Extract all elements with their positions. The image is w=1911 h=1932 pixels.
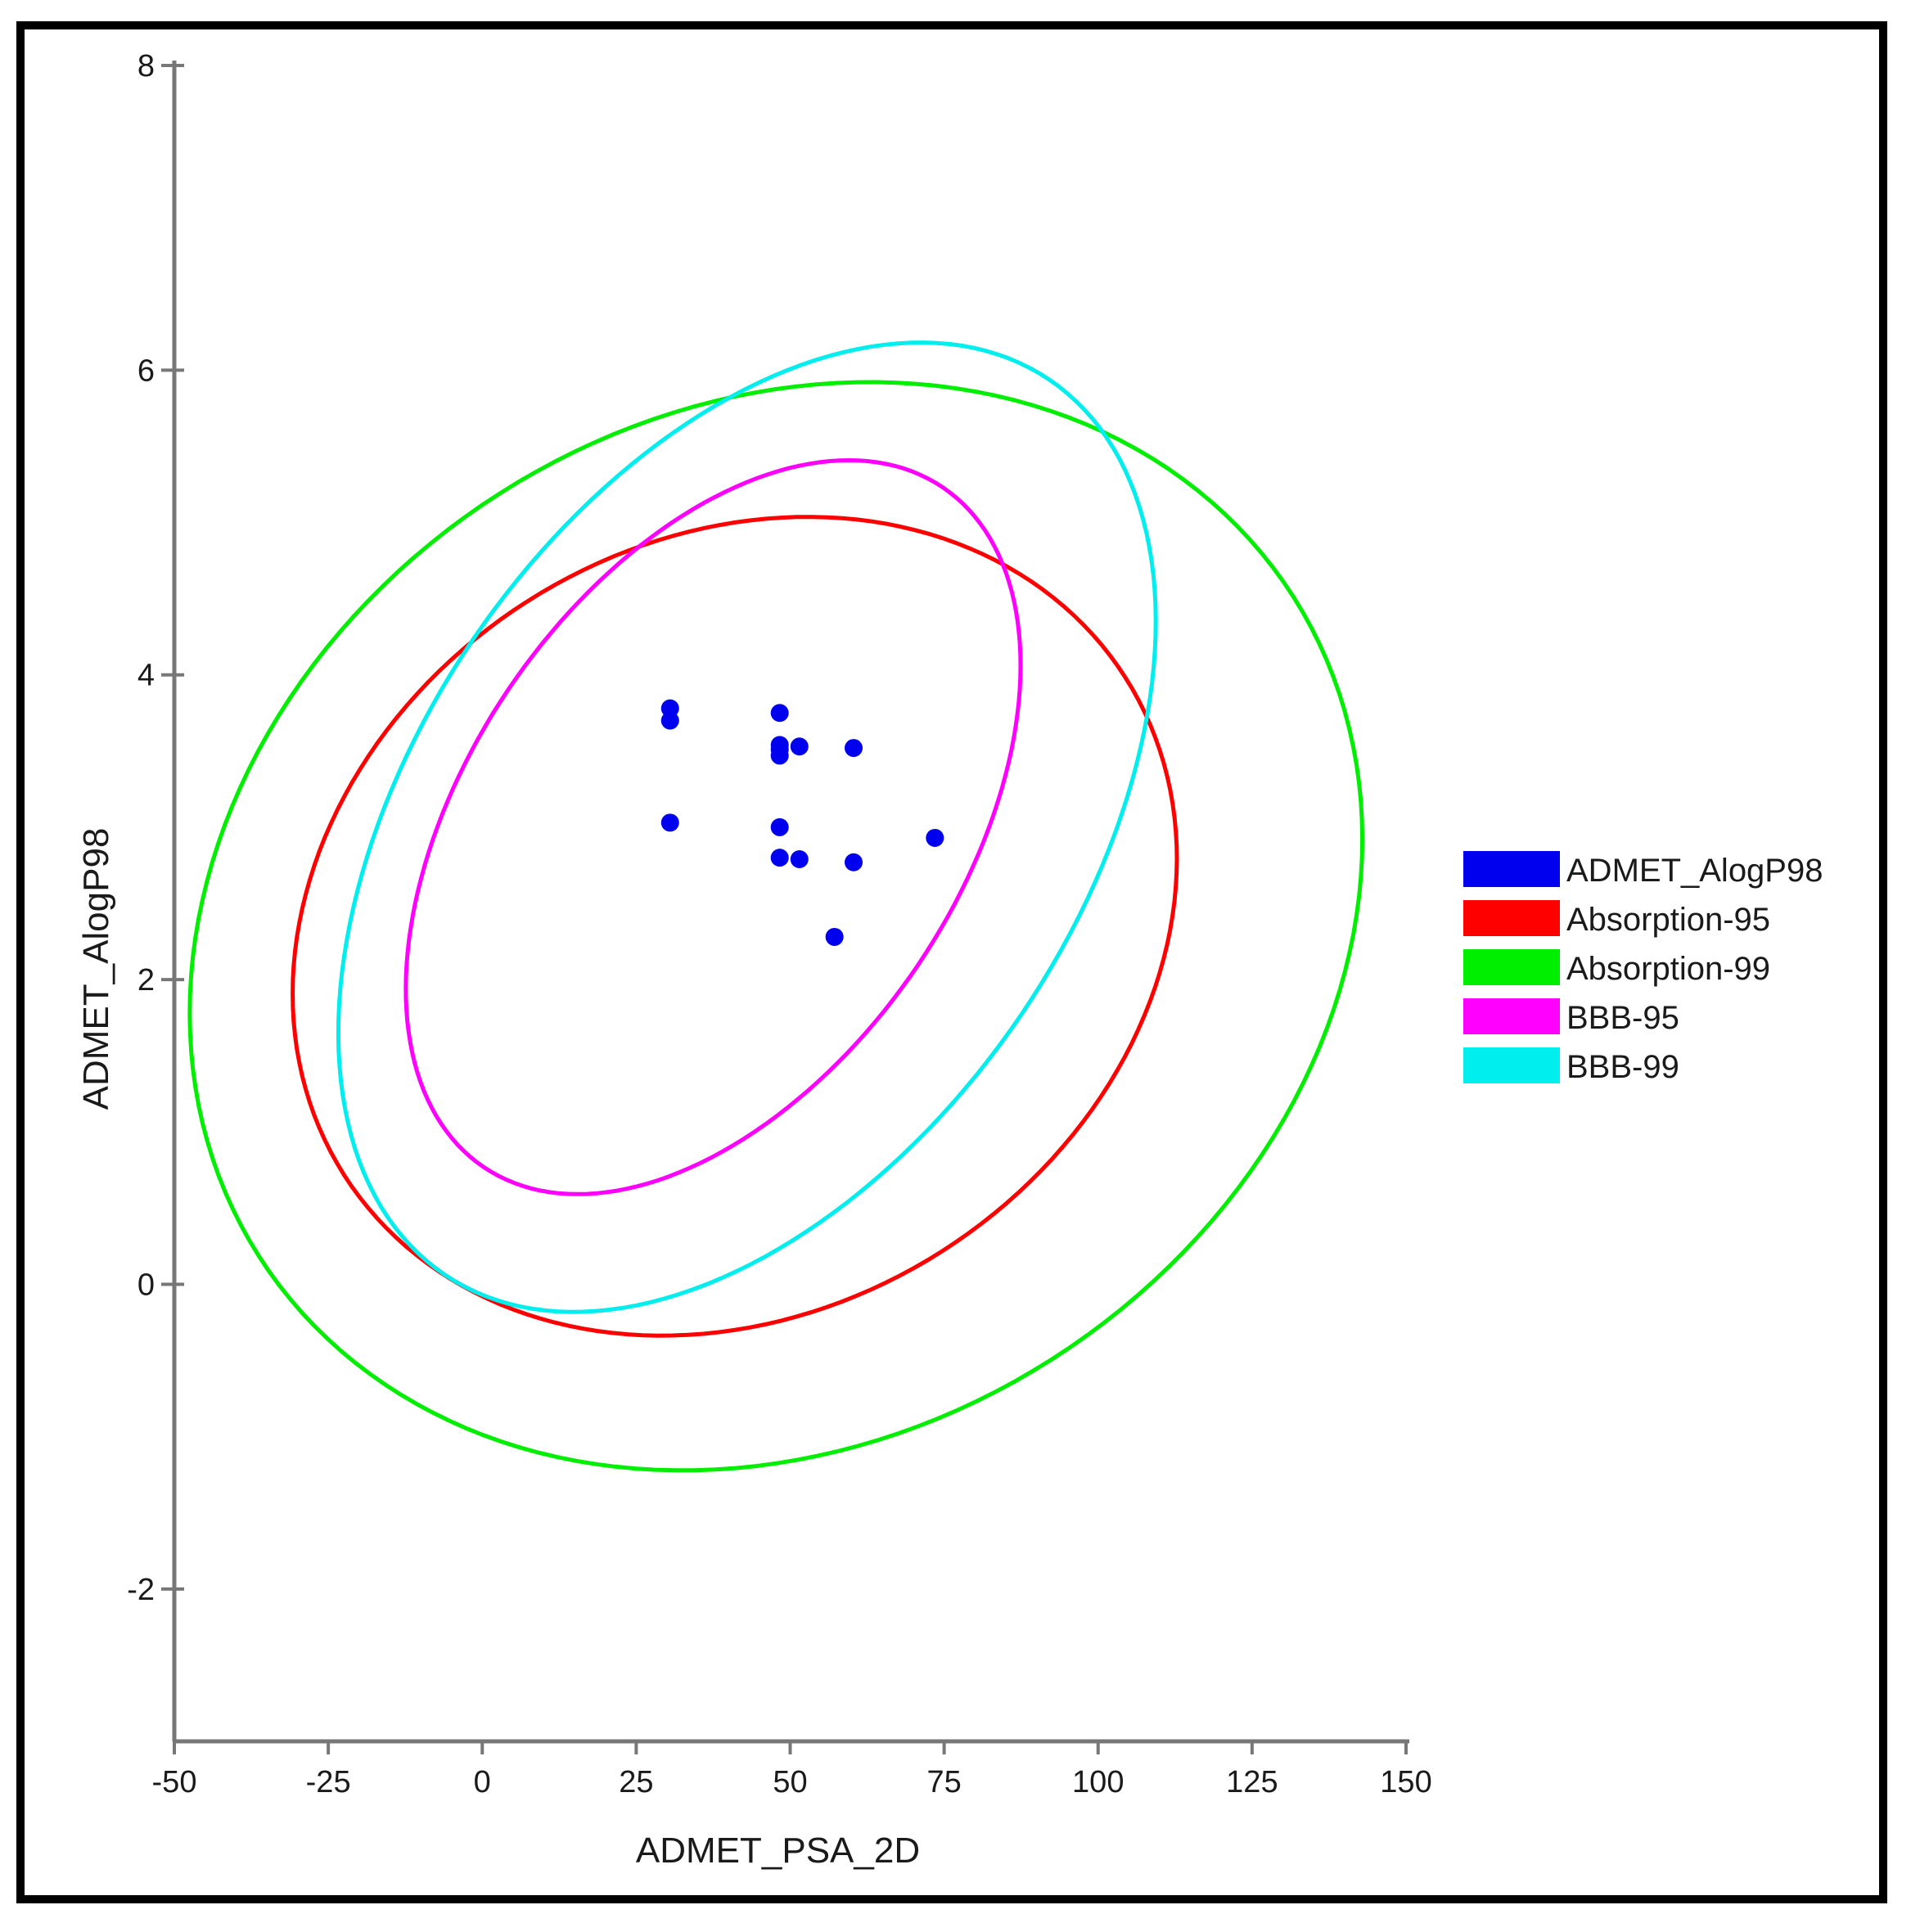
legend-label-admet_alogp98: ADMET_AlogP98: [1566, 853, 1823, 889]
data-point: [770, 849, 789, 867]
data-point: [790, 850, 809, 869]
data-point: [660, 813, 679, 832]
data-point: [926, 828, 944, 847]
legend-label-absorption-99: Absorption-99: [1566, 951, 1770, 987]
y-tick-label: 0: [137, 1268, 155, 1302]
x-tick-label: 125: [1226, 1765, 1278, 1799]
y-tick-label: 8: [137, 49, 155, 83]
chart-frame: [16, 21, 1887, 1903]
axes: [172, 61, 1409, 1744]
x-tick-label: 50: [773, 1765, 807, 1799]
confidence-ellipses: [187, 340, 1365, 1473]
legend-label-bbb-95: BBB-95: [1566, 1000, 1679, 1036]
data-point: [845, 739, 863, 758]
legend-swatch-absorption-95: [1463, 900, 1560, 936]
x-tick-label: 100: [1072, 1765, 1124, 1799]
x-axis-title: ADMET_PSA_2D: [636, 1831, 920, 1871]
data-point: [770, 817, 789, 836]
y-tick-label: 4: [137, 659, 155, 693]
x-tick-label: 25: [619, 1765, 653, 1799]
legend-swatch-admet_alogp98: [1463, 851, 1560, 887]
data-point: [660, 711, 679, 730]
legend-swatch-bbb-95: [1463, 998, 1560, 1034]
data-points: [660, 699, 944, 946]
legend-label-absorption-95: Absorption-95: [1566, 902, 1770, 938]
x-tick-label: 150: [1380, 1765, 1431, 1799]
y-tick-label: 6: [137, 354, 155, 388]
x-tick-label: -25: [306, 1765, 351, 1799]
x-tick-label: -50: [152, 1765, 197, 1799]
x-tick-label: 0: [474, 1765, 491, 1799]
data-point: [790, 737, 809, 756]
legend-swatch-bbb-99: [1463, 1047, 1560, 1083]
y-axis-title: ADMET_AlogP98: [76, 828, 116, 1110]
ellipse-bbb-95: [403, 457, 1023, 1196]
data-point: [845, 853, 863, 871]
y-tick-label: 2: [137, 963, 155, 998]
legend: ADMET_AlogP98 Absorption-95 Absorption-99 B…: [1463, 851, 1823, 1085]
legend-label-bbb-99: BBB-99: [1566, 1049, 1679, 1085]
x-tick-label: 75: [926, 1765, 961, 1799]
y-tick-label: -2: [127, 1573, 155, 1607]
y-ticks: -2 0 2 4 6 8: [127, 49, 184, 1607]
legend-swatch-absorption-99: [1463, 949, 1560, 985]
x-ticks: -50 -25 0 25 50 75 100 125 150: [152, 1741, 1432, 1799]
data-point: [825, 927, 844, 946]
data-point: [770, 704, 789, 723]
ellipse-bbb-99: [336, 340, 1158, 1314]
data-point: [770, 740, 789, 759]
ellipse-absorption-99: [187, 380, 1365, 1473]
ellipse-absorption-95: [291, 515, 1179, 1338]
